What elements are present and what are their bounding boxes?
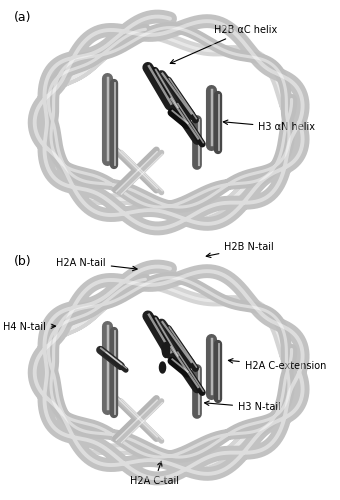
- Text: H2B αC helix: H2B αC helix: [170, 25, 277, 64]
- Text: H2A C-tail: H2A C-tail: [130, 462, 179, 486]
- Text: H2B N-tail: H2B N-tail: [206, 242, 274, 258]
- Text: H4 N-tail: H4 N-tail: [3, 322, 55, 332]
- Text: H3 N-tail: H3 N-tail: [205, 401, 281, 412]
- Ellipse shape: [159, 362, 166, 373]
- Text: H2A C-extension: H2A C-extension: [228, 358, 326, 371]
- Text: H2A N-tail: H2A N-tail: [56, 258, 137, 270]
- Text: (a): (a): [14, 11, 31, 24]
- Text: H3 αN helix: H3 αN helix: [223, 120, 316, 132]
- Ellipse shape: [162, 342, 170, 357]
- Text: (b): (b): [14, 255, 31, 268]
